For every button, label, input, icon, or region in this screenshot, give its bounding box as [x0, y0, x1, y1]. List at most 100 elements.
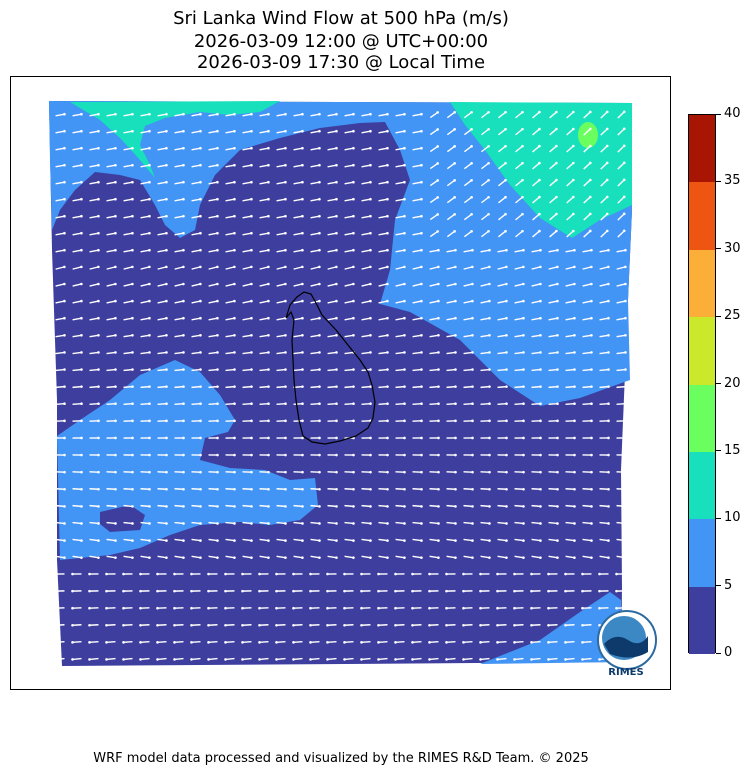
colorbar-tick: [716, 517, 721, 519]
wind-arrow-head: [318, 146, 321, 150]
wind-arrow: [480, 657, 490, 661]
wind-arrow-head: [173, 606, 176, 610]
wind-arrow: [191, 538, 201, 542]
wind-arrow-head: [505, 402, 508, 406]
wind-arrow: [242, 488, 252, 490]
wind-arrow-head: [233, 231, 236, 235]
wind-arrow: [361, 640, 371, 644]
wind-arrow-head: [522, 316, 525, 320]
wind-arrow-head: [369, 265, 372, 269]
wind-arrow: [548, 249, 558, 253]
wind-arrow-head: [386, 385, 389, 388]
wind-arrow: [617, 128, 625, 136]
wind-arrow: [548, 351, 558, 355]
wind-arrow: [361, 300, 371, 304]
wind-arrow: [191, 215, 201, 219]
wind-arrow-head: [190, 641, 193, 644]
wind-arrow: [208, 504, 218, 508]
wind-arrow: [446, 403, 456, 405]
wind-arrow-head: [199, 197, 202, 201]
wind-arrow-head: [199, 248, 202, 252]
wind-arrow: [89, 640, 99, 644]
wind-arrow: [310, 113, 320, 117]
wind-arrow: [412, 555, 422, 559]
wind-arrow-head: [54, 589, 57, 593]
wind-arrow-head: [165, 368, 168, 371]
wind-arrow-head: [453, 196, 456, 199]
wind-arrow: [225, 538, 235, 542]
wind-arrow-head: [301, 368, 304, 371]
wind-arrow-head: [335, 522, 338, 525]
wind-arrow: [89, 147, 99, 151]
wind-arrow-head: [588, 212, 592, 216]
wind-arrow-head: [97, 248, 100, 252]
wind-arrow-head: [258, 641, 261, 644]
wind-arrow: [446, 657, 456, 661]
wind-arrow: [344, 130, 354, 134]
wind-arrow: [549, 196, 557, 204]
wind-arrow: [191, 283, 201, 287]
wind-arrow: [310, 283, 320, 287]
wind-arrow: [208, 283, 218, 287]
wind-arrow-head: [420, 453, 423, 457]
wind-arrow: [514, 385, 524, 389]
wind-arrow: [429, 351, 439, 355]
wind-arrow-head: [199, 419, 202, 423]
wind-arrow: [106, 215, 116, 219]
wind-arrow-head: [555, 229, 558, 233]
wind-arrow: [327, 249, 337, 253]
wind-arrow: [549, 145, 557, 153]
wind-arrow: [310, 130, 320, 134]
wind-arrow: [225, 521, 235, 525]
wind-arrow: [600, 196, 608, 204]
wind-arrow-head: [233, 453, 236, 457]
wind-arrow-head: [488, 265, 491, 269]
wind-arrow: [497, 334, 507, 338]
colorbar-tick-label: 0: [724, 645, 733, 660]
wind-arrow: [157, 198, 167, 202]
wind-arrow: [514, 657, 524, 661]
wind-arrow: [140, 283, 150, 287]
wind-arrow: [123, 198, 133, 202]
wind-arrow-head: [513, 572, 516, 576]
colorbar-tick: [716, 315, 721, 317]
wind-arrow-head: [182, 282, 185, 286]
wind-arrow-head: [80, 402, 83, 406]
wind-arrow-head: [530, 572, 533, 576]
wind-arrow-head: [581, 641, 584, 644]
wind-arrow-head: [165, 180, 168, 184]
wind-arrow-head: [522, 487, 525, 491]
wind-arrow: [242, 521, 252, 525]
wind-arrow-head: [267, 214, 270, 218]
wind-arrow-head: [437, 436, 440, 440]
wind-arrow: [123, 488, 133, 490]
wind-arrow: [191, 181, 201, 185]
wind-arrow: [497, 317, 507, 321]
wind-arrow: [55, 521, 65, 525]
wind-arrow-head: [233, 163, 236, 167]
wind-arrow-head: [403, 470, 406, 474]
wind-arrow-head: [539, 436, 542, 440]
wind-arrow-head: [182, 248, 185, 252]
local-time: 2026-03-09 17:30 @ Local Time: [196, 52, 486, 73]
wind-arrow: [123, 504, 133, 508]
wind-arrow-head: [148, 505, 151, 508]
wind-arrow: [174, 624, 184, 626]
wind-arrow-head: [556, 316, 559, 320]
wind-arrow-head: [80, 453, 83, 457]
wind-arrow: [191, 249, 201, 253]
wind-arrow: [191, 351, 201, 355]
wind-arrow-head: [131, 299, 134, 303]
wind-arrow-head: [590, 487, 593, 491]
wind-arrow: [293, 334, 303, 338]
wind-arrow-head: [369, 470, 372, 474]
wind-arrow-head: [216, 146, 219, 150]
wind-arrow-head: [343, 623, 346, 627]
wind-arrow-head: [403, 522, 406, 525]
wind-arrow: [514, 317, 524, 321]
wind-arrow-head: [605, 127, 609, 131]
wind-arrow-head: [216, 231, 219, 235]
wind-arrow: [140, 368, 150, 372]
wind-arrow: [531, 657, 541, 661]
wind-arrow: [174, 334, 184, 338]
